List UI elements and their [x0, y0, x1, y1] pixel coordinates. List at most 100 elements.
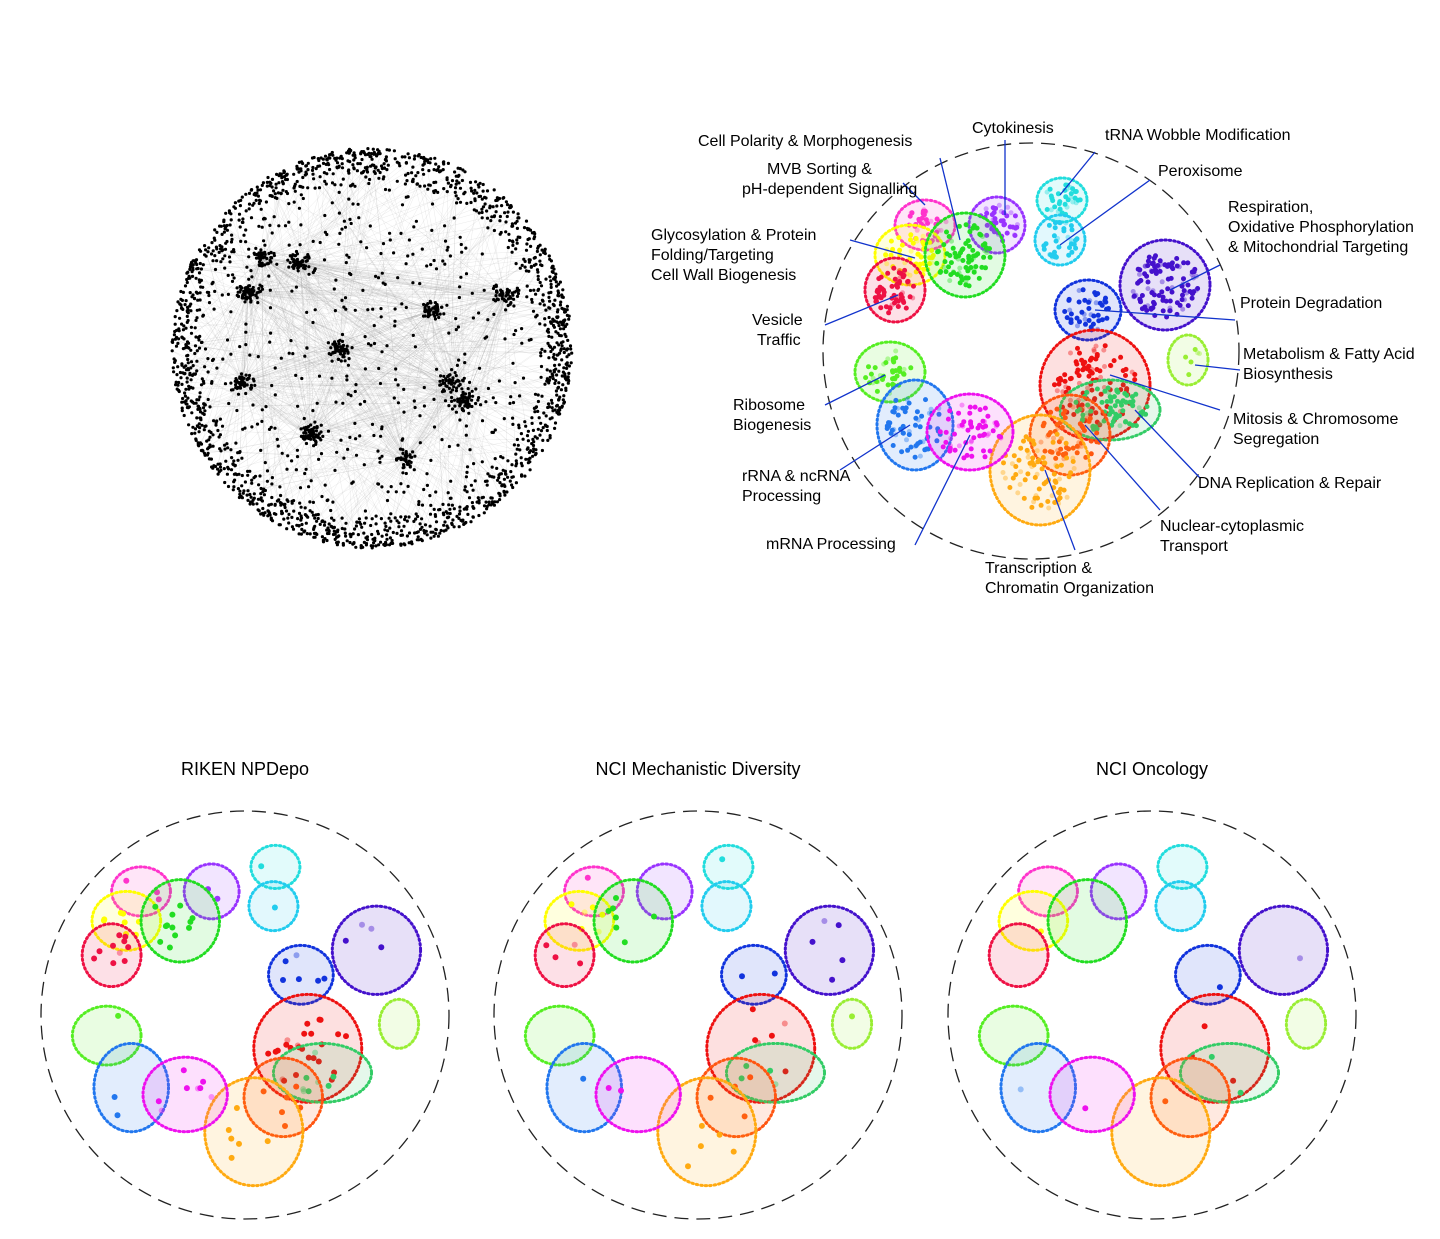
network-edge	[339, 349, 507, 475]
network-edge	[313, 437, 406, 461]
cluster-map-2: NCI Mechanistic Diversity	[493, 759, 903, 1220]
network-node	[404, 305, 408, 310]
cluster-point	[1149, 290, 1155, 296]
network-node	[449, 390, 453, 394]
label-text: Cell Wall Biogenesis	[651, 267, 796, 284]
network-edge	[449, 363, 514, 383]
network-node	[186, 361, 190, 365]
network-node	[352, 166, 356, 170]
network-edge	[309, 310, 336, 436]
network-node	[204, 248, 208, 252]
network-node	[316, 516, 320, 521]
network-node	[180, 322, 184, 326]
network-node	[278, 172, 282, 176]
cluster-point	[1074, 236, 1080, 242]
network-node	[323, 179, 327, 183]
network-edge	[309, 406, 468, 436]
label-text: tRNA Wobble Modification	[1105, 127, 1291, 144]
network-edge	[404, 380, 463, 461]
cluster-point	[1017, 1086, 1024, 1093]
network-node	[434, 532, 438, 536]
network-panel	[170, 147, 574, 550]
network-node	[565, 308, 569, 312]
cluster-point	[114, 1112, 121, 1119]
network-node	[326, 341, 330, 345]
network-node	[418, 184, 422, 188]
network-node	[562, 327, 566, 331]
cluster-point	[1073, 200, 1079, 206]
network-edge	[261, 257, 461, 385]
network-edge	[261, 257, 551, 438]
network-node	[508, 401, 512, 405]
network-node	[258, 188, 263, 192]
network-node	[318, 522, 322, 527]
cluster-point	[877, 284, 883, 290]
network-node	[402, 490, 406, 494]
network-node	[443, 224, 447, 228]
network-edge	[261, 156, 406, 259]
cluster-point	[971, 223, 977, 229]
network-node	[384, 543, 388, 547]
network-edge	[319, 401, 466, 435]
network-node	[484, 500, 488, 504]
cluster-point	[1068, 238, 1074, 243]
cluster-point	[605, 1085, 612, 1091]
network-node	[185, 314, 189, 318]
network-node	[445, 516, 450, 520]
network-node	[340, 332, 345, 337]
network-node	[442, 374, 446, 378]
network-node	[260, 251, 264, 255]
network-node	[296, 404, 300, 408]
network-edge	[464, 401, 541, 424]
network-node	[211, 259, 215, 263]
network-node	[177, 380, 181, 385]
network-node	[284, 190, 288, 194]
network-node	[538, 280, 542, 285]
network-node	[446, 491, 450, 495]
network-node	[564, 362, 568, 366]
cluster-point	[1108, 363, 1113, 368]
network-node	[343, 296, 348, 300]
cluster-mrna	[1048, 1055, 1136, 1134]
cluster-point	[1167, 305, 1173, 311]
label-text: Transport	[1160, 538, 1228, 555]
network-node	[493, 299, 498, 303]
network-node	[229, 240, 234, 244]
network-node	[533, 410, 537, 414]
cluster-point	[941, 242, 947, 248]
network-edge	[247, 291, 455, 401]
network-node	[509, 395, 513, 399]
cluster-point	[330, 1073, 337, 1080]
cluster-point	[1201, 1023, 1208, 1030]
cluster-point	[228, 1154, 235, 1161]
cluster-point	[957, 265, 963, 271]
network-node	[549, 290, 553, 294]
network-node	[380, 485, 384, 489]
network-edge	[425, 160, 466, 403]
network-node	[277, 181, 281, 185]
network-edge	[195, 336, 311, 436]
network-node	[343, 359, 347, 363]
cluster-point	[980, 424, 986, 430]
network-node	[511, 297, 516, 301]
network-node	[220, 293, 224, 297]
network-node	[381, 242, 386, 246]
network-node	[178, 370, 182, 375]
network-node	[366, 342, 371, 346]
network-edge	[304, 381, 451, 532]
network-node	[215, 247, 219, 251]
network-edge	[342, 163, 506, 296]
network-node	[511, 475, 515, 479]
network-node	[194, 276, 198, 280]
network-node	[326, 429, 331, 433]
network-node	[561, 295, 565, 299]
network-node	[193, 344, 198, 348]
cluster-point	[1145, 286, 1151, 292]
cluster-point	[990, 217, 996, 223]
network-node	[334, 278, 338, 282]
network-node	[300, 522, 304, 527]
network-edge	[339, 349, 564, 400]
network-edge	[190, 381, 451, 388]
network-node	[189, 331, 194, 335]
cluster-point	[1036, 486, 1042, 492]
